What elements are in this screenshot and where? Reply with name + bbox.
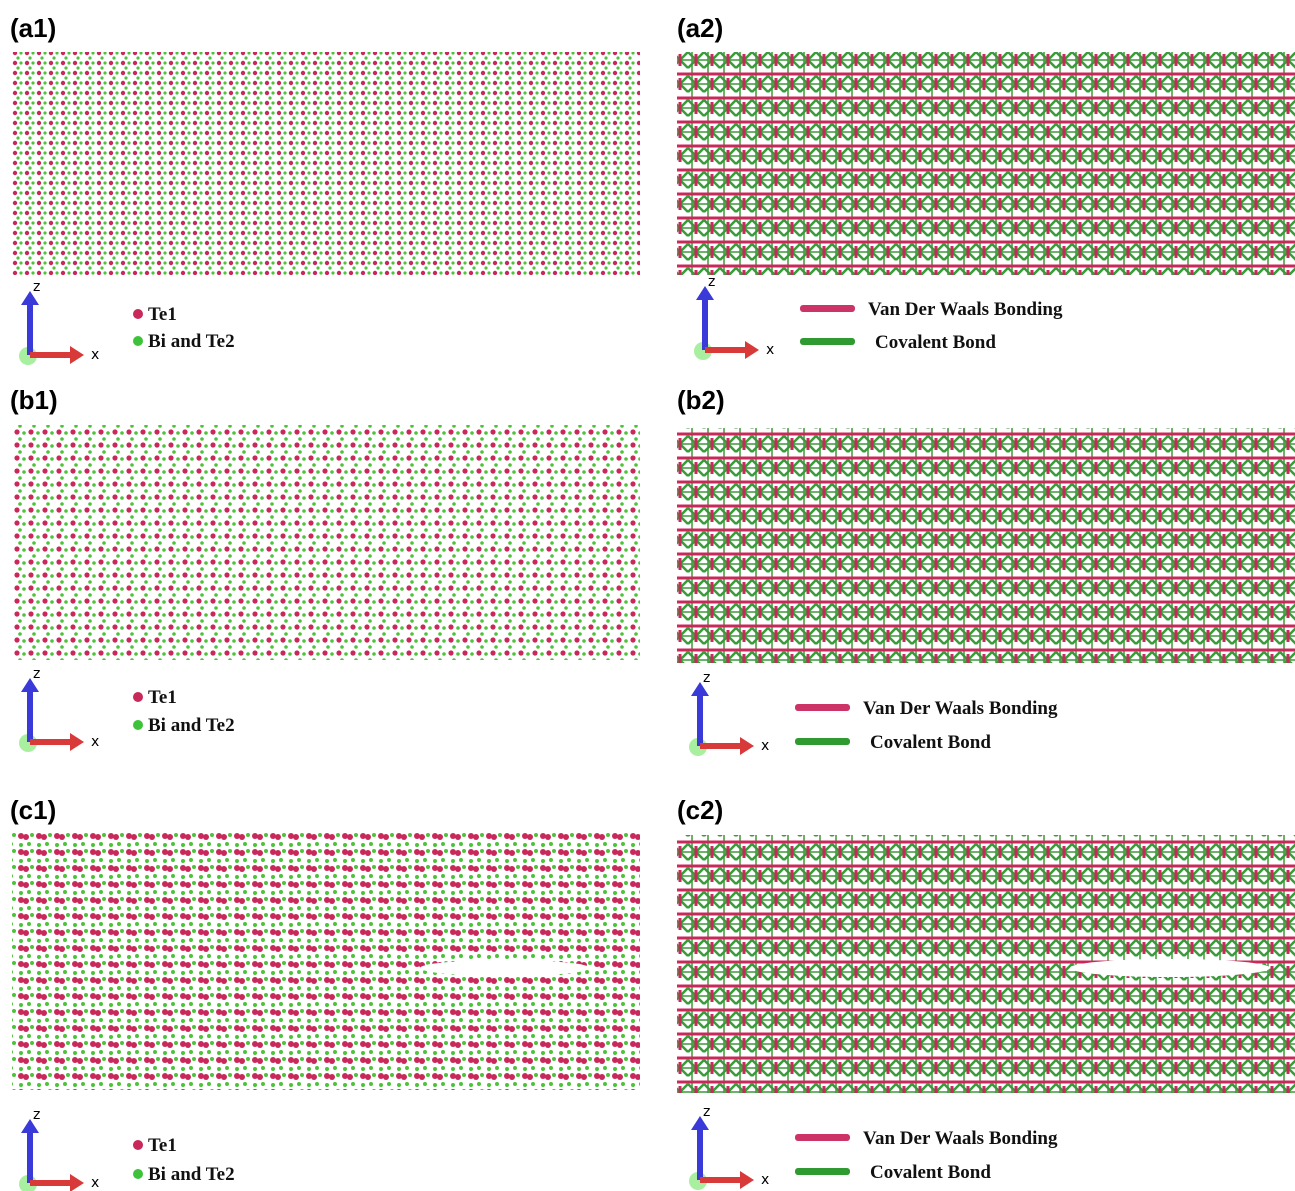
legend-marker — [133, 720, 143, 730]
legend-line — [800, 338, 855, 345]
legend-line — [795, 1134, 850, 1141]
atom-structure — [12, 52, 640, 275]
structure-images — [12, 52, 1295, 1093]
atom-structure — [12, 425, 640, 660]
legend-text: Covalent Bond — [875, 332, 996, 353]
legend-text: Bi and Te2 — [148, 1164, 235, 1185]
legend-text: Covalent Bond — [870, 732, 991, 753]
legend-text: Bi and Te2 — [148, 715, 235, 736]
axis-label: z — [703, 670, 710, 686]
axis-label: z — [703, 1104, 710, 1120]
panel-label: (c1) — [10, 795, 56, 825]
axis-label: z — [33, 1107, 40, 1123]
bond-structure — [677, 428, 1295, 663]
legend-text: Covalent Bond — [870, 1162, 991, 1183]
axis-label: x — [91, 734, 99, 750]
legend-line — [800, 305, 855, 312]
legend-text: Van Der Waals Bonding — [863, 1128, 1058, 1149]
z-axis-arrow — [21, 1119, 39, 1183]
legend-text: Te1 — [148, 1135, 177, 1156]
panel-label: (c2) — [677, 795, 723, 825]
panel-label: (a2) — [677, 13, 723, 43]
legend-marker — [133, 1169, 143, 1179]
x-axis-arrow — [30, 733, 84, 751]
bond-structure — [677, 52, 1295, 275]
legend-marker — [133, 309, 143, 319]
legend-text: Van Der Waals Bonding — [863, 698, 1058, 719]
figure: (a1) z x Te1 Bi and Te2 (a2) z x Van Der Waals B… — [0, 0, 1295, 1191]
axis-label: x — [761, 738, 769, 754]
axis-label: x — [91, 1175, 99, 1191]
legend-text: Bi and Te2 — [148, 331, 235, 352]
x-axis-arrow — [30, 346, 84, 364]
legend-text: Te1 — [148, 304, 177, 325]
axis-label: z — [708, 274, 715, 290]
legend-text: Van Der Waals Bonding — [868, 299, 1063, 320]
panel-label: (b1) — [10, 385, 58, 415]
legend-marker — [133, 336, 143, 346]
axis-label: z — [33, 666, 40, 682]
legend-line — [795, 738, 850, 745]
crack — [1070, 959, 1270, 977]
crack — [420, 960, 590, 976]
legend-marker — [133, 692, 143, 702]
panel-label: (b2) — [677, 385, 725, 415]
z-axis-arrow — [691, 682, 709, 746]
axis-label: z — [33, 279, 40, 295]
x-axis-arrow — [700, 1171, 754, 1189]
legend-text: Te1 — [148, 687, 177, 708]
x-axis-arrow — [30, 1174, 84, 1191]
z-axis-arrow — [21, 678, 39, 742]
legend-marker — [133, 1140, 143, 1150]
legend-line — [795, 1168, 850, 1175]
legend-line — [795, 704, 850, 711]
z-axis-arrow — [21, 291, 39, 355]
x-axis-arrow — [700, 737, 754, 755]
axis-label: x — [766, 342, 774, 358]
axis-label: x — [91, 347, 99, 363]
z-axis-arrow — [696, 286, 714, 350]
x-axis-arrow — [705, 341, 759, 359]
z-axis-arrow — [691, 1116, 709, 1180]
panel-label: (a1) — [10, 13, 56, 43]
axis-label: x — [761, 1172, 769, 1188]
